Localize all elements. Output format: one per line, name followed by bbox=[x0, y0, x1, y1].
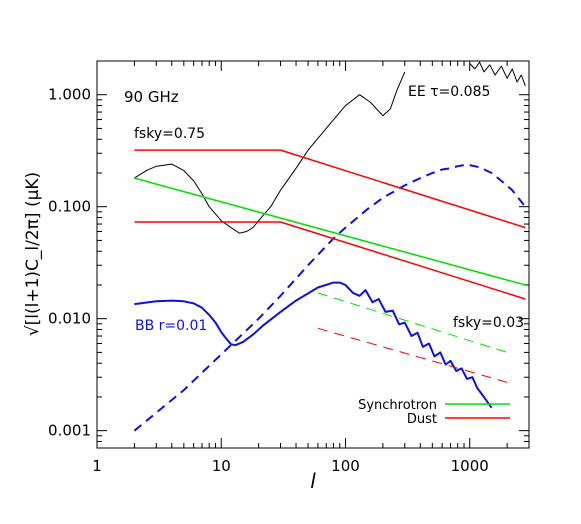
y-tick-label: 0.100 bbox=[48, 198, 91, 216]
series-ee bbox=[134, 71, 406, 234]
y-axis-label: √[l(l+1)C_l/2π] (μK) bbox=[23, 172, 43, 336]
legend-label-synchrotron: Synchrotron bbox=[358, 398, 437, 413]
series-dust_hi bbox=[134, 149, 526, 229]
y-tick-label: 0.010 bbox=[48, 310, 91, 328]
fsky-small-label: fsky=0.03 bbox=[453, 315, 524, 331]
legend: Synchrotron Dust bbox=[358, 398, 510, 427]
fsky-large-label: fsky=0.75 bbox=[134, 126, 205, 142]
bb-label: BB r=0.01 bbox=[135, 318, 207, 334]
x-axis-label: l bbox=[310, 469, 316, 493]
x-tick-label: 1000 bbox=[451, 457, 489, 475]
frequency-label: 90 GHz bbox=[124, 88, 179, 106]
series-bb_r001 bbox=[134, 281, 493, 409]
y-tick-label: 0.001 bbox=[48, 422, 91, 440]
series-dust_lo bbox=[134, 221, 526, 300]
y-tick-label: 1.000 bbox=[48, 86, 91, 104]
series-bb_total bbox=[133, 164, 527, 432]
x-tick-label: 100 bbox=[331, 457, 360, 475]
axis-ticks: 1 10 100 1000 0.001 0.010 0.100 1.000 bbox=[48, 60, 530, 475]
legend-label-dust: Dust bbox=[407, 412, 437, 427]
ee-label: EE τ=0.085 bbox=[408, 84, 490, 100]
series-ee bbox=[469, 61, 526, 86]
data-series bbox=[133, 61, 527, 432]
series-synchrotron bbox=[134, 177, 526, 286]
x-tick-label: 1 bbox=[92, 457, 102, 475]
plot-frame bbox=[96, 60, 530, 449]
x-tick-label: 10 bbox=[212, 457, 231, 475]
